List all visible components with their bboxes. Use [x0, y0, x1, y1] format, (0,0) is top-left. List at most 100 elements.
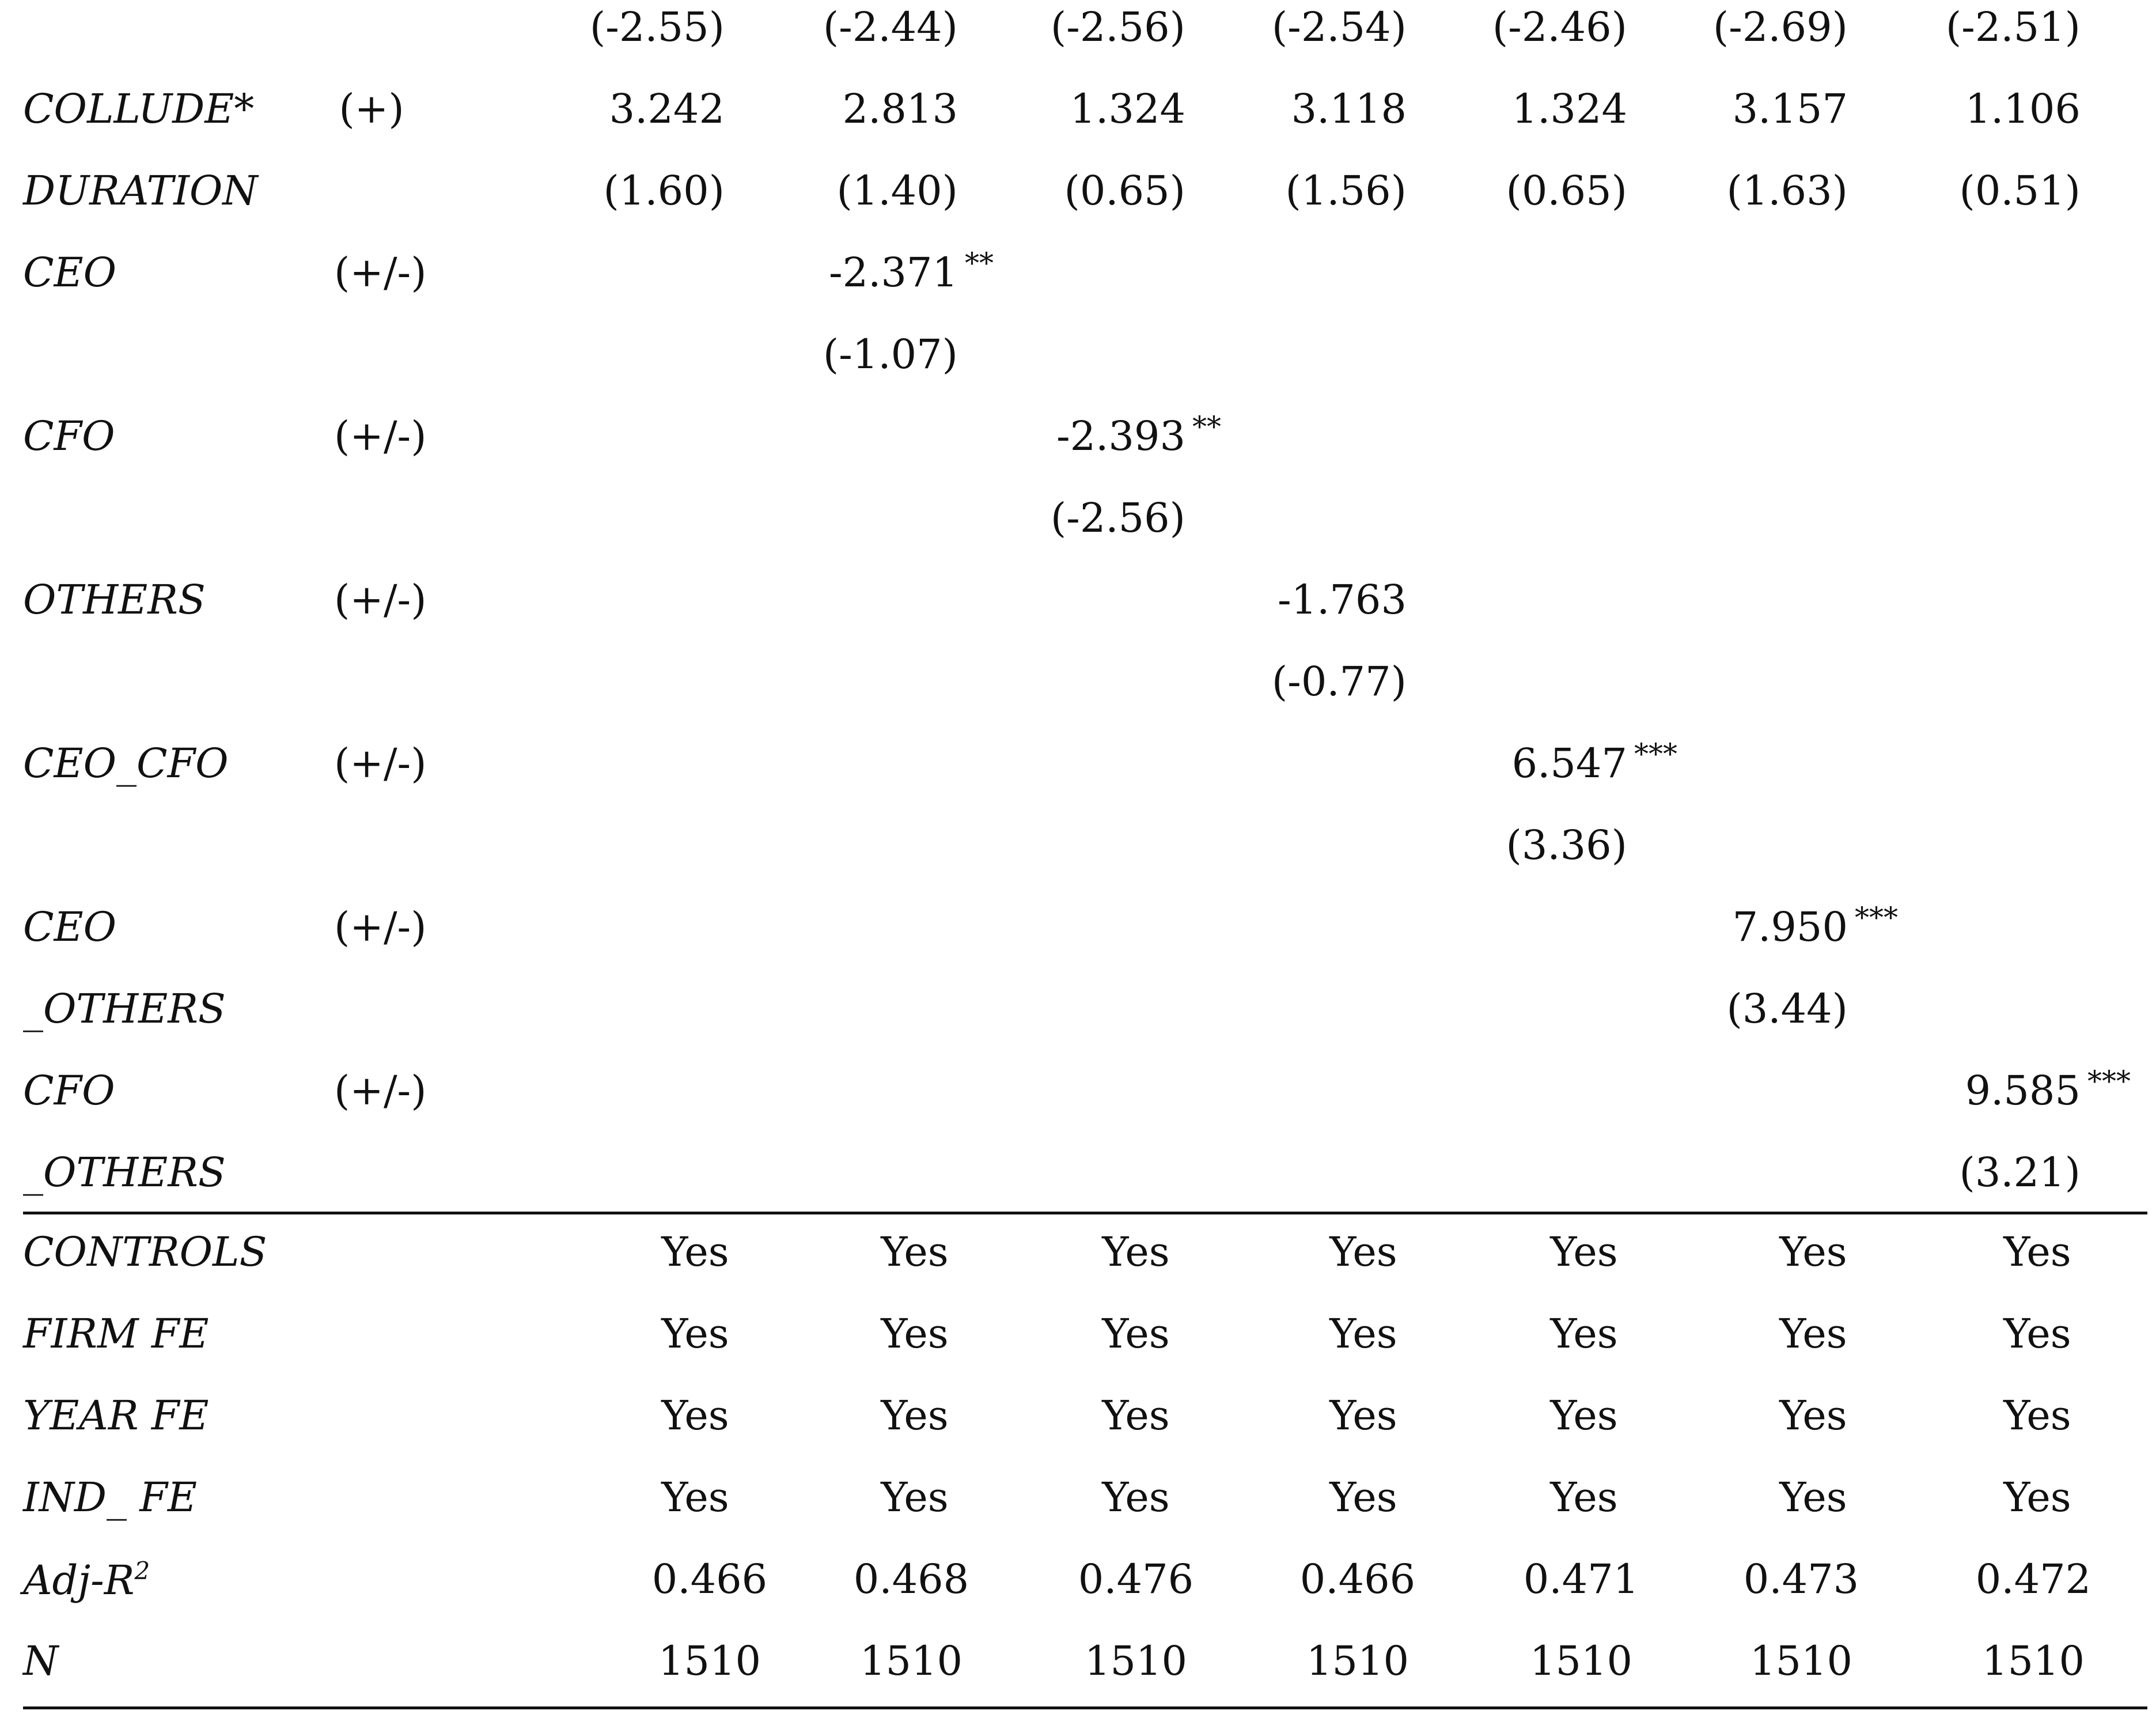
- table-cell: -1.763: [1277, 576, 1407, 623]
- table-cell: Yes: [2003, 1228, 2071, 1276]
- table-cell: Yes: [1779, 1392, 1847, 1439]
- table-cell: Yes: [1102, 1392, 1170, 1439]
- table-cell: 1510: [859, 1637, 963, 1685]
- table-cell: 1510: [1981, 1637, 2085, 1685]
- table-cell: (-1.07): [823, 331, 958, 378]
- sign-label: (+/-): [334, 249, 427, 296]
- table-cell: (-2.69): [1712, 3, 1848, 51]
- table-cell: Yes: [1779, 1474, 1847, 1521]
- table-cell: (-0.77): [1271, 658, 1407, 705]
- table-cell: (3.36): [1506, 822, 1627, 869]
- table-cell: Yes: [1550, 1310, 1618, 1357]
- significance-stars: **: [965, 247, 994, 280]
- table-cell: Yes: [881, 1228, 949, 1276]
- table-cell: 0.466: [1299, 1556, 1416, 1603]
- table-cell: Yes: [1102, 1474, 1170, 1521]
- table-cell: (0.65): [1506, 167, 1627, 214]
- table-cell: 0.472: [1975, 1556, 2091, 1603]
- table-cell: 0.471: [1523, 1556, 1639, 1603]
- table-cell: 3.242: [609, 85, 725, 133]
- table-cell: -2.371: [828, 249, 958, 296]
- table-cell: 3.118: [1291, 85, 1407, 133]
- sign-label: (+/-): [334, 413, 427, 460]
- table-cell: Yes: [1102, 1310, 1170, 1357]
- table-cell: 1510: [1529, 1637, 1633, 1685]
- row-label: CFO: [23, 413, 115, 460]
- table-cell: Yes: [661, 1392, 729, 1439]
- table-cell: Yes: [881, 1392, 949, 1439]
- table-cell: 1.106: [1965, 85, 2081, 133]
- table-cell: Yes: [1550, 1392, 1618, 1439]
- table-cell: (0.65): [1064, 167, 1185, 214]
- sign-label: (+/-): [334, 903, 427, 951]
- table-cell: 3.157: [1732, 85, 1848, 133]
- table-cell: -2.393: [1056, 413, 1185, 460]
- table-cell: 0.476: [1078, 1556, 1194, 1603]
- table-cell: Yes: [2003, 1474, 2071, 1521]
- table-cell: Yes: [881, 1474, 949, 1521]
- row-label: _OTHERS: [23, 1149, 226, 1196]
- table-cell: (3.21): [1959, 1149, 2081, 1196]
- table-cell: Yes: [1102, 1228, 1170, 1276]
- table-cell: Yes: [661, 1310, 729, 1357]
- table-cell: (-2.56): [1050, 3, 1185, 51]
- row-label: CFO: [23, 1067, 115, 1114]
- table-cell: Yes: [1329, 1474, 1397, 1521]
- superscript: 2: [134, 1557, 150, 1585]
- sign-label: (+): [339, 85, 404, 133]
- table-cell: 1.324: [1070, 85, 1185, 133]
- table-cell: (-2.55): [589, 3, 725, 51]
- row-label: CEO: [23, 903, 117, 951]
- row-label: CEO_CFO: [23, 740, 229, 787]
- table-cell: (1.63): [1726, 167, 1848, 214]
- table-cell: 1.324: [1511, 85, 1627, 133]
- table-cell: 2.813: [842, 85, 958, 133]
- table-cell: (3.44): [1726, 985, 1848, 1032]
- row-label: CEO: [23, 249, 117, 296]
- table-cell: 0.468: [853, 1556, 969, 1603]
- table-cell: Yes: [1329, 1392, 1397, 1439]
- row-label: OTHERS: [23, 576, 206, 623]
- row-label: IND_ FE: [23, 1474, 197, 1521]
- table-cell: (-2.44): [823, 3, 958, 51]
- separator-rule: [23, 1212, 2147, 1214]
- table-cell: (0.51): [1959, 167, 2081, 214]
- sign-label: (+/-): [334, 740, 427, 787]
- table-cell: 7.950: [1732, 903, 1848, 951]
- row-label: _OTHERS: [23, 985, 226, 1032]
- row-label: DURATION: [23, 167, 258, 214]
- row-label: YEAR FE: [23, 1392, 209, 1439]
- table-cell: 6.547: [1511, 740, 1627, 787]
- row-label: FIRM FE: [23, 1310, 209, 1357]
- table-cell: 1510: [658, 1637, 761, 1685]
- table-cell: (-2.56): [1050, 494, 1185, 542]
- significance-stars: ***: [1634, 737, 1677, 771]
- row-label: CONTROLS: [23, 1228, 267, 1276]
- table-cell: Yes: [2003, 1392, 2071, 1439]
- table-cell: (1.56): [1285, 167, 1407, 214]
- significance-stars: **: [1192, 410, 1221, 444]
- table-cell: (1.40): [836, 167, 958, 214]
- table-cell: Yes: [1329, 1310, 1397, 1357]
- table-cell: Yes: [661, 1474, 729, 1521]
- table-cell: 1510: [1084, 1637, 1188, 1685]
- table-cell: (-2.54): [1271, 3, 1407, 51]
- table-cell: Yes: [1550, 1228, 1618, 1276]
- table-cell: Yes: [1550, 1474, 1618, 1521]
- table-cell: (1.60): [603, 167, 725, 214]
- row-label: Adj-R2: [23, 1557, 150, 1604]
- table-cell: Yes: [1779, 1310, 1847, 1357]
- row-label: COLLUDE*: [23, 85, 255, 133]
- table-cell: 1510: [1749, 1637, 1853, 1685]
- table-cell: Yes: [661, 1228, 729, 1276]
- bottom-rule: [23, 1706, 2147, 1709]
- table-cell: 1510: [1306, 1637, 1409, 1685]
- table-cell: 0.473: [1743, 1556, 1859, 1603]
- row-label: N: [23, 1637, 59, 1685]
- table-cell: Yes: [2003, 1310, 2071, 1357]
- table-cell: Yes: [881, 1310, 949, 1357]
- significance-stars: ***: [2087, 1065, 2131, 1098]
- table-cell: Yes: [1329, 1228, 1397, 1276]
- table-cell: (-2.51): [1945, 3, 2081, 51]
